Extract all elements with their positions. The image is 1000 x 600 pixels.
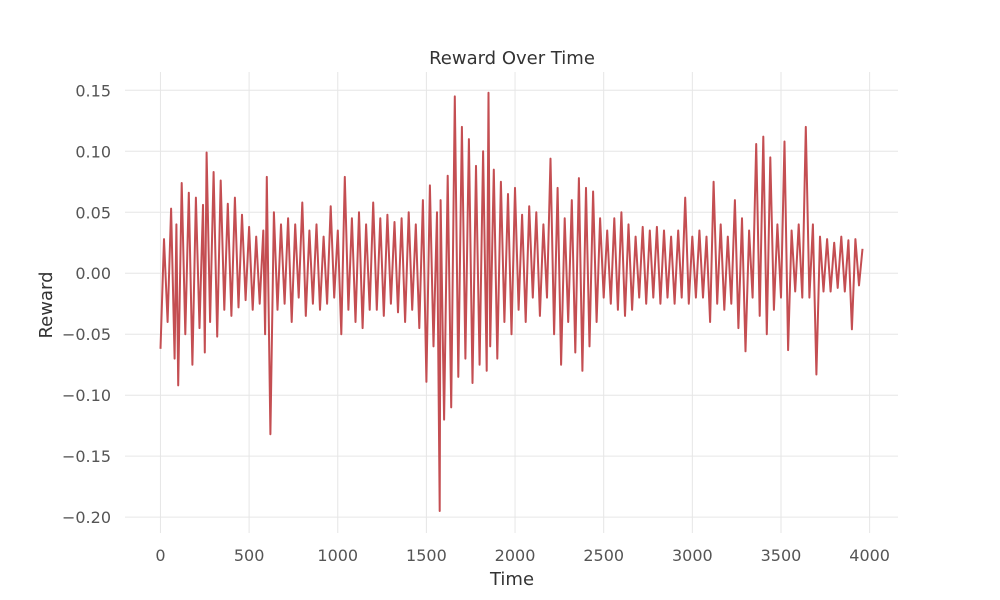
y-tick-label: 0.10 [75,142,111,161]
tick-labels: 0 500 1000 1500 2000 2500 3000 3500 4000 0.15 0.10… [62,81,890,565]
y-tick-label: −0.20 [62,508,111,527]
reward-series-line [159,91,864,512]
series-layer [159,91,864,512]
y-axis-label: Reward [36,271,57,338]
x-axis-label: Time [489,569,534,590]
y-tick-label: −0.05 [62,325,111,344]
x-tick-label: 1500 [406,546,447,565]
x-tick-label: 4000 [849,546,890,565]
x-tick-label: 3500 [761,546,802,565]
x-tick-label: 500 [234,546,265,565]
x-tick-label: 0 [155,546,165,565]
y-tick-label: 0.15 [75,81,111,100]
chart-title: Reward Over Time [429,48,595,69]
x-tick-label: 1000 [317,546,358,565]
x-tick-label: 2000 [495,546,536,565]
y-tick-label: −0.10 [62,386,111,405]
y-tick-label: 0.05 [75,203,111,222]
x-tick-label: 2500 [583,546,624,565]
y-tick-label: −0.15 [62,447,111,466]
x-tick-label: 3000 [672,546,713,565]
y-tick-label: 0.00 [75,264,111,283]
